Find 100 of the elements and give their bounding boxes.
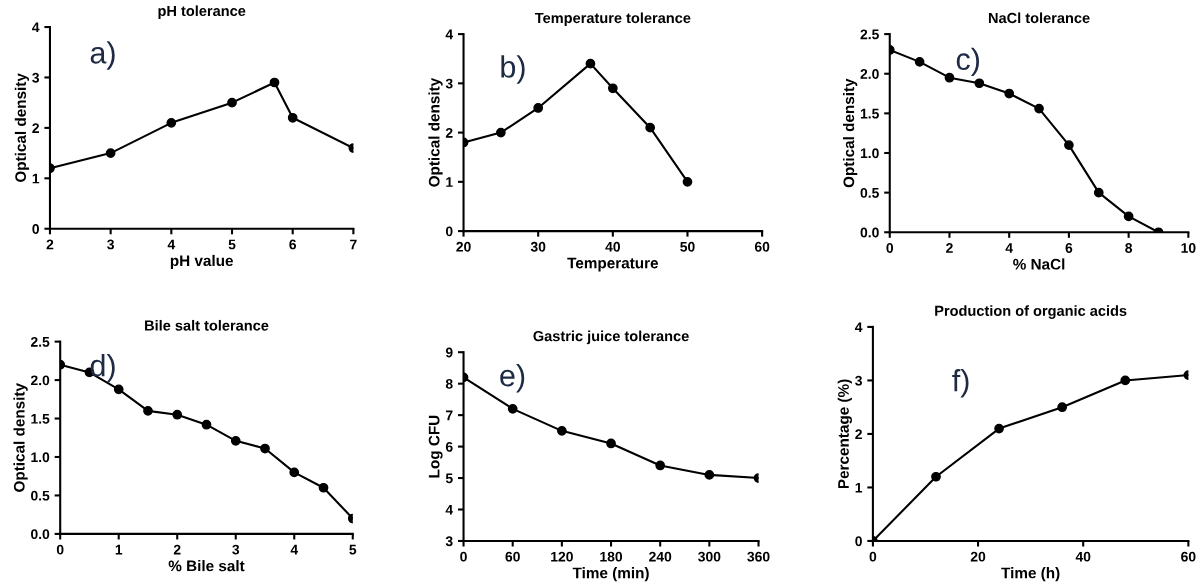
y-tick-label: 1.5 — [31, 414, 50, 424]
point — [227, 97, 237, 108]
y-tick-label: 4 — [445, 504, 454, 515]
point — [105, 148, 116, 158]
point — [1120, 375, 1131, 386]
x-tick-label: 4 — [167, 239, 176, 250]
x-tick-label: 0 — [56, 544, 64, 555]
point — [260, 443, 270, 454]
y-tick-label: 0 — [855, 536, 862, 547]
point — [269, 77, 280, 88]
x-axis-title: % NaCl — [1013, 258, 1065, 270]
x-tick-label: 50 — [680, 241, 695, 252]
point — [914, 56, 925, 67]
x-tick-label: 60 — [754, 241, 770, 252]
y-tick-label: 0.0 — [31, 529, 50, 540]
x-tick-label: 180 — [600, 551, 623, 562]
point — [994, 423, 1004, 434]
y-tick-label: 1.0 — [31, 452, 50, 463]
point — [143, 405, 153, 416]
x-tick-label: 3 — [232, 544, 240, 555]
chart-title: Temperature tolerance — [534, 12, 691, 27]
y-axis-title: Optical density — [13, 383, 28, 492]
y-tick-label: 0 — [32, 224, 39, 234]
annotation: e) — [500, 364, 525, 393]
point — [655, 460, 666, 471]
x-tick-label: 1 — [115, 544, 123, 555]
x-tick-label: 2 — [946, 243, 953, 253]
x-axis-title: Temperature — [567, 257, 659, 272]
chart-title: pH tolerance — [158, 5, 246, 19]
point — [974, 78, 985, 89]
x-tick-label: 40 — [605, 241, 620, 252]
x-tick-label: 6 — [289, 239, 297, 250]
y-tick-label: 2.5 — [860, 29, 879, 40]
point — [113, 384, 124, 395]
x-tick-label: 10 — [1181, 243, 1196, 253]
y-tick-label: 2 — [32, 123, 39, 133]
y-tick-label: 4 — [32, 22, 40, 33]
point — [289, 467, 300, 478]
y-tick-label: 2.5 — [30, 336, 50, 347]
point — [172, 409, 183, 420]
x-tick-label: 3 — [107, 239, 115, 250]
point — [533, 103, 544, 113]
point — [931, 471, 941, 482]
y-tick-label: 2.0 — [860, 69, 879, 79]
point — [607, 83, 618, 94]
x-tick-label: 120 — [551, 551, 573, 562]
point — [201, 419, 212, 430]
annotation: d) — [90, 354, 115, 383]
point — [645, 122, 656, 133]
x-axis-title: % Bile salt — [168, 560, 245, 572]
y-tick-label: 7 — [446, 410, 453, 421]
x-tick-label: 0 — [460, 551, 467, 562]
x-tick-label: 2 — [173, 544, 181, 555]
point — [1064, 140, 1074, 150]
y-tick-label: 2 — [445, 127, 453, 138]
y-tick-label: 0.5 — [860, 187, 879, 198]
point — [944, 72, 955, 83]
point — [682, 176, 693, 187]
y-tick-label: 4 — [854, 322, 863, 332]
x-axis-title: Time (min) — [572, 567, 649, 582]
chart-title: Bile salt tolerance — [145, 319, 269, 331]
annotation: a) — [90, 41, 115, 70]
y-tick-label: 8 — [445, 379, 453, 389]
x-tick-label: 20 — [456, 241, 471, 252]
chart-title: NaCl tolerance — [988, 12, 1090, 24]
y-tick-label: 1 — [446, 177, 453, 187]
point — [585, 58, 596, 69]
y-axis-title: Optical density — [843, 78, 858, 188]
y-tick-label: 6 — [445, 441, 453, 452]
x-tick-label: 4 — [1005, 243, 1013, 253]
point — [1123, 211, 1134, 222]
x-tick-label: 300 — [698, 551, 721, 562]
x-tick-label: 6 — [1065, 243, 1073, 253]
x-tick-label: 60 — [505, 551, 520, 562]
y-tick-label: 2 — [855, 429, 862, 439]
x-tick-label: 240 — [649, 551, 672, 562]
point — [704, 470, 715, 480]
annotation: c) — [956, 47, 979, 77]
y-tick-label: 1.5 — [860, 108, 879, 119]
x-axis-title: Time (h) — [1001, 567, 1060, 582]
point — [318, 482, 329, 493]
x-tick-label: 30 — [530, 241, 546, 252]
y-axis-title: Optical density — [14, 73, 30, 183]
x-axis-title: pH value — [170, 254, 233, 270]
point — [1004, 88, 1015, 99]
y-tick-label: 0.5 — [31, 490, 50, 501]
y-axis-title: Optical density — [428, 77, 443, 187]
point — [496, 127, 506, 138]
y-tick-label: 3 — [445, 536, 453, 547]
point — [230, 435, 241, 446]
chart-title: Gastric juice tolerance — [533, 330, 689, 345]
y-axis-title: Percentage (%) — [837, 379, 852, 489]
point — [507, 403, 518, 414]
point — [557, 425, 567, 436]
point — [166, 117, 177, 128]
point — [287, 112, 298, 123]
chart-title: Production of organic acids — [935, 305, 1127, 319]
x-tick-label: 5 — [228, 239, 236, 250]
annotation: b) — [501, 55, 525, 84]
x-tick-label: 0 — [886, 243, 894, 253]
